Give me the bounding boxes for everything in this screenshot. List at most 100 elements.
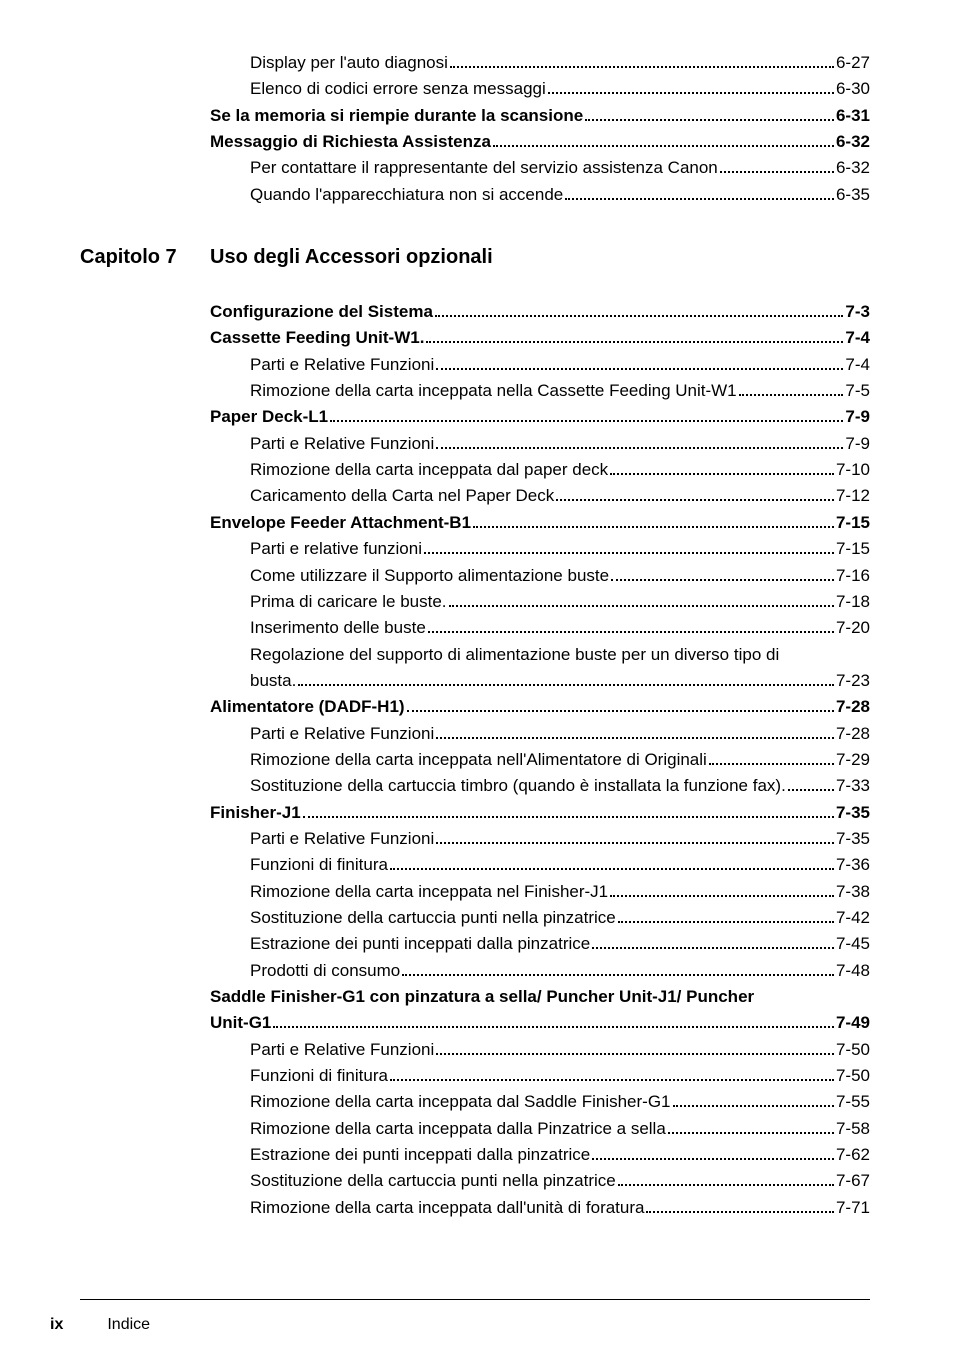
toc-leader-dots <box>709 753 834 765</box>
toc-entry: Sostituzione della cartuccia punti nella… <box>80 905 870 931</box>
toc-leader-dots <box>450 56 834 68</box>
toc-entry: Estrazione dei punti inceppati dalla pin… <box>80 931 870 957</box>
toc-leader-dots <box>273 1016 834 1028</box>
toc-leader-dots <box>493 135 834 147</box>
toc-entry: Configurazione del Sistema 7-3 <box>80 299 870 325</box>
toc-entry: Estrazione dei punti inceppati dalla pin… <box>80 1142 870 1168</box>
toc-entry-label: Rimozione della carta inceppata nell'Ali… <box>250 747 707 773</box>
toc-entry-label: Estrazione dei punti inceppati dalla pin… <box>250 1142 590 1168</box>
toc-entry-page: 7-58 <box>836 1116 870 1142</box>
footer-page-number: ix <box>50 1316 63 1334</box>
toc-entry: Parti e Relative Funzioni 7-9 <box>80 431 870 457</box>
toc-leader-dots <box>611 569 834 581</box>
toc-leader-dots <box>673 1095 834 1107</box>
toc-entry: Rimozione della carta inceppata dall'uni… <box>80 1195 870 1221</box>
toc-entry-page: 7-5 <box>845 378 870 404</box>
toc-entry-page: 7-9 <box>845 431 870 457</box>
toc-leader-dots <box>436 358 843 370</box>
toc-leader-dots <box>436 1043 834 1055</box>
toc-entry-label: Envelope Feeder Attachment-B1 <box>210 510 471 536</box>
toc-entry-label: Parti e Relative Funzioni <box>250 721 434 747</box>
toc-leader-dots <box>592 937 834 949</box>
toc-entry-label: Caricamento della Carta nel Paper Deck <box>250 483 554 509</box>
toc-entry-label: Per contattare il rappresentante del ser… <box>250 155 718 181</box>
toc-entry-label: Finisher-J1 <box>210 800 301 826</box>
toc-entry-page: 7-38 <box>836 879 870 905</box>
main-toc-block: Configurazione del Sistema7-3Cassette Fe… <box>80 299 870 1221</box>
toc-entry-page: 7-16 <box>836 563 870 589</box>
toc-entry-page: 7-35 <box>836 826 870 852</box>
toc-entry-label: Paper Deck-L1 <box>210 404 328 430</box>
toc-entry-label: Rimozione della carta inceppata nella Ca… <box>250 378 737 404</box>
toc-entry-label: Messaggio di Richiesta Assistenza <box>210 129 491 155</box>
toc-entry-page: 7-18 <box>836 589 870 615</box>
toc-entry: Alimentatore (DADF-H1)7-28 <box>80 694 870 720</box>
toc-entry-page: 6-32 <box>836 129 870 155</box>
toc-entry-page: 6-35 <box>836 182 870 208</box>
footer-rule <box>80 1299 870 1300</box>
toc-leader-dots <box>618 1175 834 1187</box>
toc-entry-label: Rimozione della carta inceppata nel Fini… <box>250 879 608 905</box>
toc-leader-dots <box>618 911 834 923</box>
toc-leader-dots <box>556 490 834 502</box>
toc-entry-page: 7-33 <box>836 773 870 799</box>
toc-entry: Parti e Relative Funzioni 7-4 <box>80 352 870 378</box>
toc-leader-dots <box>390 858 834 870</box>
toc-entry-wrapline: Saddle Finisher-G1 con pinzatura a sella… <box>80 984 870 1010</box>
toc-entry-label: Parti e Relative Funzioni <box>250 352 434 378</box>
toc-leader-dots <box>610 885 834 897</box>
toc-entry: Rimozione della carta inceppata nell'Ali… <box>80 747 870 773</box>
toc-entry: Parti e Relative Funzioni7-35 <box>80 826 870 852</box>
toc-entry-page: 6-30 <box>836 76 870 102</box>
toc-entry: Display per l'auto diagnosi 6-27 <box>80 50 870 76</box>
toc-entry-page: 7-20 <box>836 615 870 641</box>
toc-entry-page: 7-45 <box>836 931 870 957</box>
toc-leader-dots <box>436 437 843 449</box>
toc-entry-label: Parti e relative funzioni <box>250 536 422 562</box>
toc-leader-dots <box>303 806 834 818</box>
toc-entry-page: 7-36 <box>836 852 870 878</box>
toc-entry-page: 7-15 <box>836 510 870 536</box>
toc-entry-label: Se la memoria si riempie durante la scan… <box>210 103 583 129</box>
toc-leader-dots <box>548 82 834 94</box>
toc-entry-label: Parti e Relative Funzioni <box>250 1037 434 1063</box>
toc-entry-label: Configurazione del Sistema <box>210 299 433 325</box>
toc-entry-label: Rimozione della carta inceppata dalla Pi… <box>250 1116 666 1142</box>
toc-entry: Parti e Relative Funzioni7-28 <box>80 721 870 747</box>
toc-entry: Inserimento delle buste7-20 <box>80 615 870 641</box>
toc-leader-dots <box>788 779 834 791</box>
toc-entry-page: 7-42 <box>836 905 870 931</box>
toc-entry-label: Sostituzione della cartuccia punti nella… <box>250 1168 616 1194</box>
toc-entry: Rimozione della carta inceppata dal Sadd… <box>80 1089 870 1115</box>
toc-entry-page: 6-27 <box>836 50 870 76</box>
toc-entry-label: Come utilizzare il Supporto alimentazion… <box>250 563 609 589</box>
toc-leader-dots <box>424 542 834 554</box>
toc-leader-dots <box>390 1069 834 1081</box>
toc-entry-page: 7-3 <box>845 299 870 325</box>
toc-leader-dots <box>739 384 844 396</box>
toc-entry-label: Rimozione della carta inceppata dall'uni… <box>250 1195 644 1221</box>
chapter-heading: Capitolo 7 Uso degli Accessori opzionali <box>80 246 870 269</box>
toc-leader-dots <box>565 188 834 200</box>
toc-entry-wrapline: Regolazione del supporto di alimentazion… <box>80 642 870 668</box>
toc-entry-page: 7-67 <box>836 1168 870 1194</box>
chapter-title: Uso degli Accessori opzionali <box>210 246 493 269</box>
toc-entry-label: Parti e Relative Funzioni <box>250 431 434 457</box>
toc-leader-dots <box>402 964 834 976</box>
toc-entry-label: Display per l'auto diagnosi <box>250 50 448 76</box>
toc-leader-dots <box>428 621 834 633</box>
toc-entry: Funzioni di finitura7-50 <box>80 1063 870 1089</box>
toc-entry-label: Quando l'apparecchiatura non si accende <box>250 182 563 208</box>
toc-entry-page: 6-32 <box>836 155 870 181</box>
toc-leader-dots <box>610 463 834 475</box>
toc-entry-page: 7-4 <box>845 352 870 378</box>
toc-entry-page: 7-12 <box>836 483 870 509</box>
toc-entry-label: Rimozione della carta inceppata dal pape… <box>250 457 608 483</box>
toc-entry: Rimozione della carta inceppata nella Ca… <box>80 378 870 404</box>
toc-entry-page: 7-50 <box>836 1037 870 1063</box>
toc-entry: busta.7-23 <box>80 668 870 694</box>
toc-entry: Caricamento della Carta nel Paper Deck 7-… <box>80 483 870 509</box>
toc-leader-dots <box>407 700 834 712</box>
toc-entry: Prodotti di consumo7-48 <box>80 958 870 984</box>
toc-entry-label: Funzioni di finitura <box>250 852 388 878</box>
